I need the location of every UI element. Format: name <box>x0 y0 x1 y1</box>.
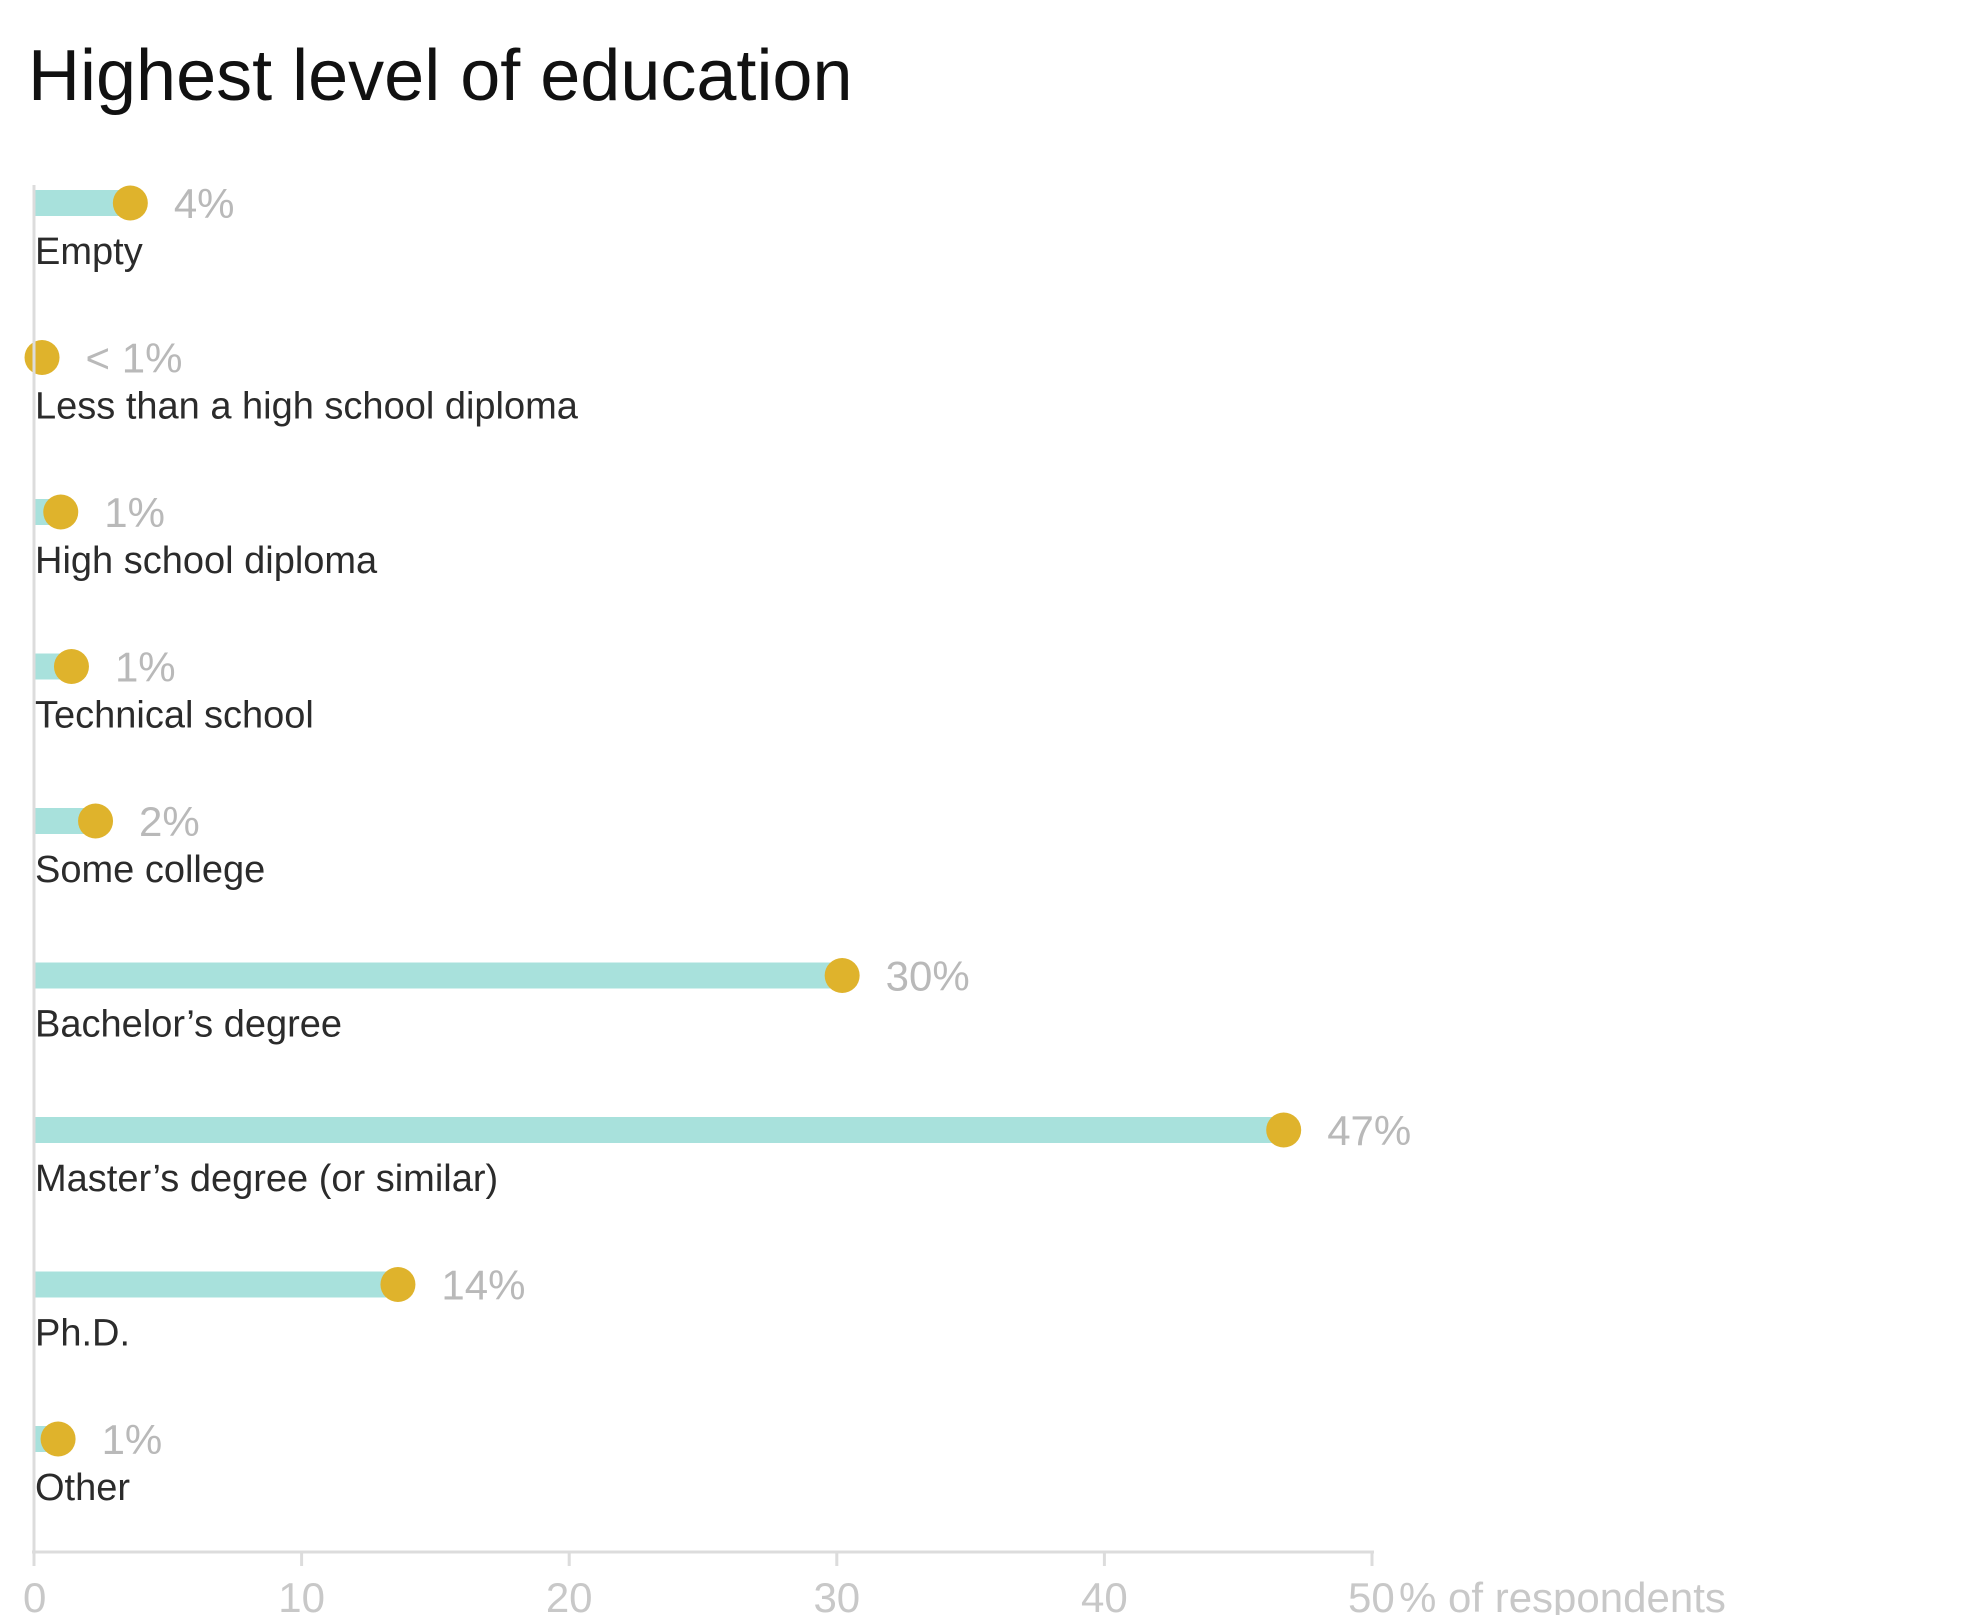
category-row: 1%Technical school <box>34 644 314 737</box>
x-tick-label: 30 <box>813 1574 860 1615</box>
category-label: Ph.D. <box>35 1313 130 1355</box>
bar <box>34 962 843 989</box>
chart-title: Highest level of education <box>28 36 853 116</box>
x-tick-label: 0 <box>23 1574 46 1615</box>
x-axis: 0 10 20 30 40 50% of respondents <box>23 185 1726 1615</box>
category-row: 30% Bachelor’s degree <box>34 953 970 1046</box>
bars-layer: 4% Empty < 1%Less than a high school diplo… <box>24 180 1411 1509</box>
bar <box>34 1271 398 1298</box>
category-row: 4% Empty <box>34 180 235 273</box>
x-tick-label: 20 <box>546 1574 593 1615</box>
category-row: 2%Some college <box>34 798 265 891</box>
x-axis-label: % of respondents <box>1399 1574 1726 1615</box>
value-dot <box>40 1421 76 1457</box>
value-dot <box>824 958 860 993</box>
value-dot <box>53 649 89 684</box>
category-row: 14% Ph.D. <box>34 1262 525 1355</box>
x-tick-label: 50 <box>1348 1574 1395 1615</box>
category-row: 47% Master’s degree (or similar) <box>34 1107 1411 1200</box>
value-dot <box>380 1267 416 1302</box>
category-label: Technical school <box>35 695 314 737</box>
x-tick-label: 10 <box>278 1574 325 1615</box>
value-label: 14% <box>441 1262 525 1309</box>
category-label: High school diploma <box>35 540 378 582</box>
bar <box>34 1117 1284 1143</box>
value-dot <box>1266 1112 1302 1148</box>
value-label: 30% <box>886 953 970 1000</box>
value-dot <box>112 185 148 221</box>
category-row: 1%Other <box>34 1416 162 1509</box>
category-label: Less than a high school diploma <box>35 386 579 428</box>
category-label: Some college <box>35 849 265 891</box>
value-label: 2% <box>139 798 200 845</box>
value-label: 1% <box>104 489 165 536</box>
value-label: 1% <box>102 1416 163 1463</box>
category-row: 1%High school diploma <box>34 489 378 582</box>
value-label: 4% <box>174 180 235 227</box>
value-dot <box>78 803 114 839</box>
value-label: 47% <box>1327 1107 1411 1154</box>
category-label: Empty <box>35 231 143 273</box>
value-label: 1% <box>115 644 176 691</box>
value-label: < 1% <box>86 335 183 382</box>
category-label: Other <box>35 1467 130 1509</box>
category-label: Master’s degree (or similar) <box>35 1158 498 1200</box>
value-dot <box>24 340 60 375</box>
category-row: < 1%Less than a high school diploma <box>24 335 579 428</box>
category-label: Bachelor’s degree <box>35 1004 342 1046</box>
x-tick-label: 40 <box>1081 1574 1128 1615</box>
value-dot <box>43 494 79 530</box>
